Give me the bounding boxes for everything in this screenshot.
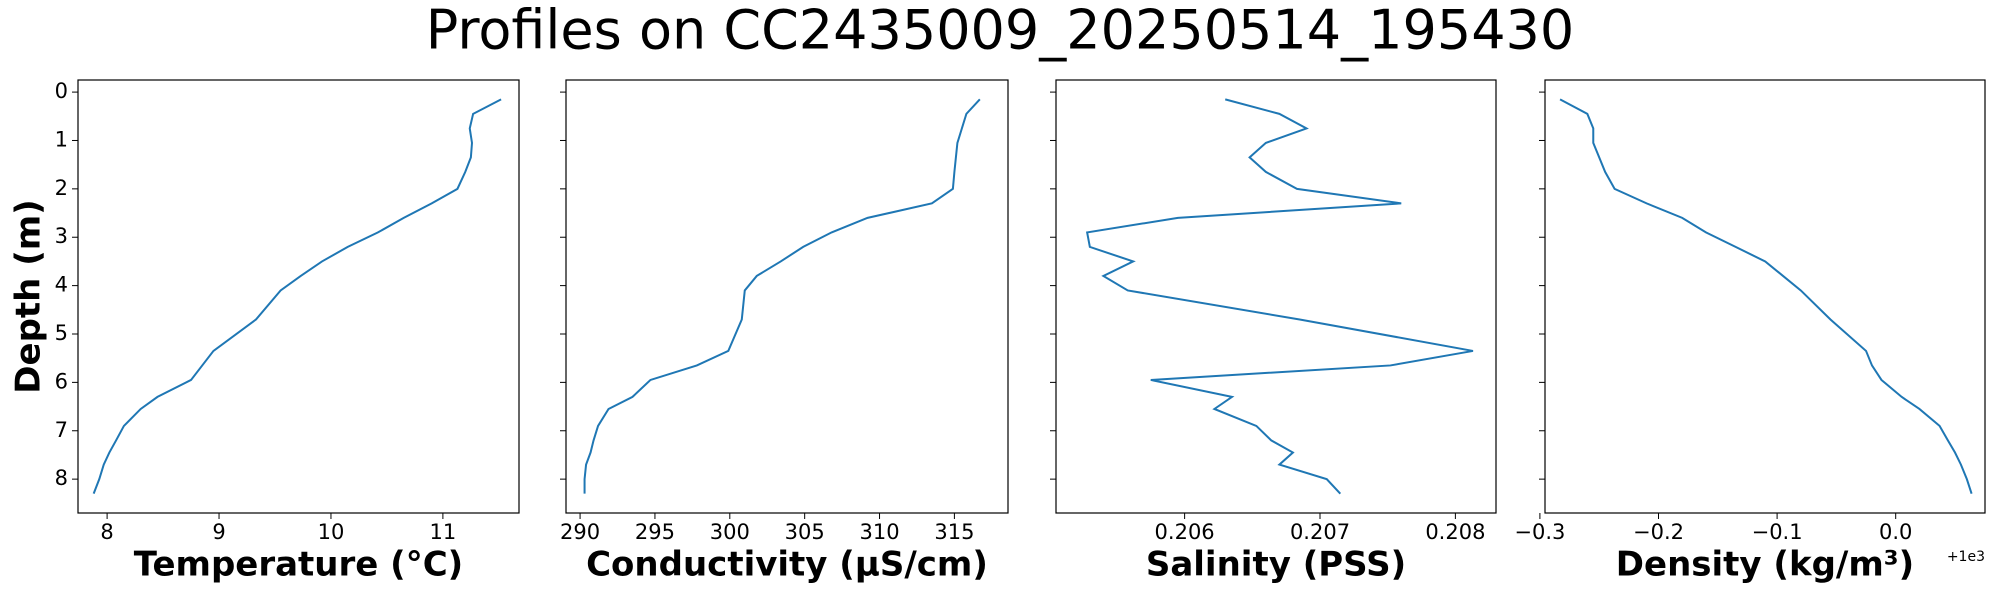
x-tick-label: 0.208 <box>1425 520 1485 544</box>
x-axis-label: Temperature (°C) <box>134 545 463 585</box>
x-tick-label: 295 <box>635 520 675 544</box>
x-tick-label: 300 <box>710 520 750 544</box>
figure-title: Profiles on CC2435009_20250514_195430 <box>426 0 1575 62</box>
y-tick-label: 0 <box>55 79 68 103</box>
y-axis-label: Depth (m) <box>9 199 49 393</box>
x-tick-label: 0.0 <box>1879 520 1912 544</box>
y-tick-label: 7 <box>55 418 68 442</box>
profile-line <box>1085 98 1474 495</box>
x-tick-label: 290 <box>560 520 600 544</box>
axes-frame <box>565 79 1009 514</box>
axes-frame <box>1055 79 1497 514</box>
x-tick-label: −0.3 <box>1514 520 1565 544</box>
x-tick-label: −0.2 <box>1633 520 1684 544</box>
x-tick-label: 10 <box>318 520 345 544</box>
x-tick-label: 305 <box>785 520 825 544</box>
x-axis-label: Salinity (PSS) <box>1146 545 1406 585</box>
x-tick-label: 11 <box>430 520 457 544</box>
x-axis-label: Density (kg/m³) <box>1616 545 1914 585</box>
y-tick-label: 1 <box>55 127 68 151</box>
x-offset-label: +1e3 <box>1947 549 1985 565</box>
x-tick-label: 0.207 <box>1290 520 1350 544</box>
x-tick-label: −0.1 <box>1752 520 1803 544</box>
profile-line <box>583 98 981 494</box>
y-tick-label: 3 <box>55 224 68 248</box>
x-axis-label: Conductivity (µS/cm) <box>586 545 988 585</box>
profile-line <box>92 98 502 495</box>
y-tick-label: 5 <box>55 321 68 345</box>
y-tick-label: 8 <box>55 466 68 490</box>
x-tick-label: 8 <box>100 520 113 544</box>
x-tick-label: 315 <box>934 520 974 544</box>
axes-frame <box>1544 79 1986 514</box>
y-tick-label: 6 <box>55 369 68 393</box>
axes-frame <box>77 79 520 514</box>
x-tick-label: 310 <box>859 520 899 544</box>
x-tick-label: 9 <box>212 520 225 544</box>
y-tick-label: 2 <box>55 176 68 200</box>
x-tick-label: 0.206 <box>1155 520 1215 544</box>
profile-line <box>1559 98 1973 494</box>
y-tick-label: 4 <box>55 273 68 297</box>
